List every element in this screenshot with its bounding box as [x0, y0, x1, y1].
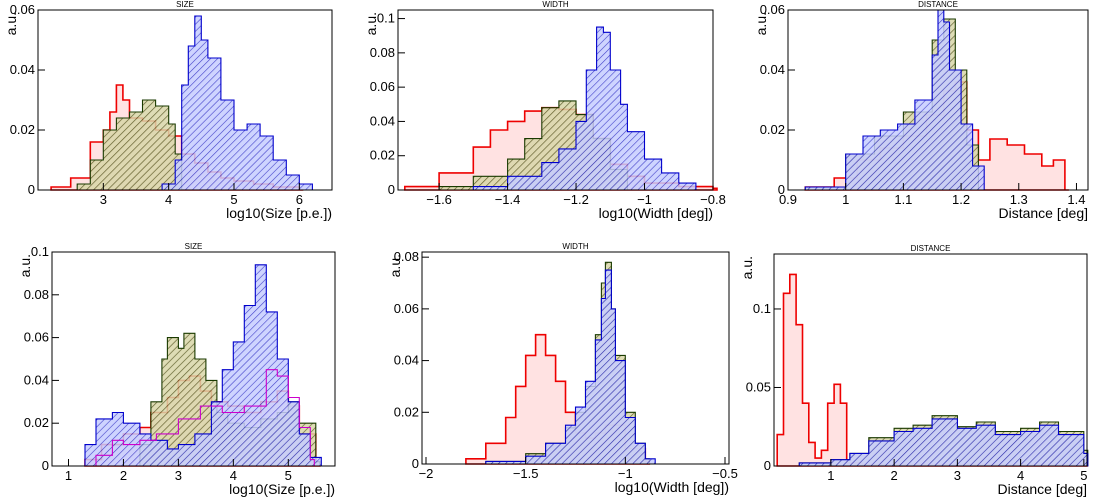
plot-frame	[397, 9, 714, 191]
x-tick-label: −1	[618, 466, 633, 481]
plot-frame	[787, 9, 1089, 191]
x-tick-label: 2	[120, 468, 127, 483]
chart-panel: 1 2 3 4 5 0 0.05 0.1 DISTANCE Distance [deg] a.u.	[739, 244, 1089, 497]
x-tick-label: −1.5	[513, 466, 539, 481]
x-axis-label: Distance [deg]	[999, 205, 1089, 221]
chart-panel: −1.6 −1.4 −1.2 −1 −0.8 0 0.02 0.04 0.06 0.08 0.1 WI…	[363, 0, 726, 221]
y-axis-label: a.u.	[387, 254, 403, 277]
x-axis-label: log10(Size [p.e.])	[229, 481, 335, 497]
y-tick-label: 0.06	[394, 301, 419, 316]
x-tick-label: 4	[165, 192, 172, 207]
y-tick-label: 0	[28, 182, 35, 197]
y-tick-label: 0	[778, 182, 785, 197]
y-tick-label: 0.02	[370, 148, 395, 163]
y-tick-label: 0.06	[760, 2, 785, 17]
chart-title: WIDTH	[542, 0, 568, 9]
y-axis-label: a.u.	[17, 254, 33, 277]
x-tick-label: 3	[100, 192, 107, 207]
histogram-series-3	[161, 15, 317, 191]
x-tick-label: 4	[230, 468, 237, 483]
chart-panel: −2 −1.5 −1 −0.5 0 0.02 0.04 0.06 0.08 WIDTH log10(…	[387, 242, 738, 495]
chart-panel: 1 2 3 4 5 0 0.02 0.04 0.06 0.08 0.1 SIZE log10(Size …	[17, 242, 336, 497]
x-tick-label: −1.2	[563, 192, 589, 207]
y-tick-label: 0.06	[24, 330, 49, 345]
x-tick-label: −1.4	[495, 192, 521, 207]
histogram-series-2	[76, 99, 186, 191]
x-tick-label: 1	[65, 468, 72, 483]
y-tick-label: 0.02	[10, 122, 35, 137]
x-tick-label: 5	[285, 468, 292, 483]
plot-frame	[421, 251, 730, 465]
y-tick-label: 0.04	[370, 113, 395, 128]
y-axis-label: a.u.	[363, 12, 379, 35]
y-tick-label: 0.04	[24, 372, 49, 387]
y-tick-label: 0.04	[394, 353, 419, 368]
chart-title: DISTANCE	[911, 244, 951, 253]
y-tick-label: 0.08	[24, 287, 49, 302]
x-tick-label: 5	[1080, 468, 1087, 483]
x-tick-label: 1.3	[1010, 192, 1028, 207]
x-tick-label: 1.4	[1067, 192, 1085, 207]
y-tick-label: 0.1	[377, 11, 395, 26]
histogram-series-3	[485, 269, 660, 465]
x-tick-label: 1.2	[952, 192, 970, 207]
y-tick-label: 0.02	[760, 122, 785, 137]
x-axis-label: log10(Width [deg])	[615, 479, 729, 495]
y-tick-label: 0.06	[10, 2, 35, 17]
x-axis-label: log10(Width [deg])	[599, 205, 713, 221]
x-tick-label: −0.8	[700, 192, 726, 207]
y-axis-label: a.u.	[753, 12, 769, 35]
y-axis-label: a.u.	[3, 12, 19, 35]
y-tick-label: 0.06	[370, 79, 395, 94]
x-tick-label: 0.9	[779, 192, 797, 207]
y-tick-label: 0	[42, 458, 49, 473]
y-tick-label: 0	[388, 182, 395, 197]
y-tick-label: 0.02	[24, 415, 49, 430]
x-tick-label: 4	[1017, 468, 1024, 483]
chart-title: SIZE	[185, 242, 203, 251]
x-axis-label: log10(Size [p.e.])	[226, 205, 332, 221]
histogram-series-3	[804, 9, 989, 191]
x-tick-label: 6	[296, 192, 303, 207]
y-tick-label: 0.1	[31, 244, 49, 259]
chart-panel: 0.9 1 1.1 1.2 1.3 1.4 0 0.02 0.04 0.06 DISTANCE Dis…	[753, 0, 1089, 221]
y-tick-label: 0	[412, 456, 419, 471]
y-tick-label: 0.1	[753, 301, 771, 316]
x-tick-label: −2	[419, 466, 434, 481]
y-tick-label: 0.05	[746, 379, 771, 394]
x-tick-label: −1.6	[426, 192, 452, 207]
histogram-series-4	[95, 369, 315, 467]
x-tick-label: 1.1	[894, 192, 912, 207]
x-tick-label: 1	[827, 468, 834, 483]
chart-title: WIDTH	[562, 242, 588, 251]
y-axis-label: a.u.	[739, 256, 755, 279]
chart-title: SIZE	[176, 0, 194, 9]
plot-frame	[51, 251, 336, 467]
chart-title: DISTANCE	[918, 0, 958, 9]
histogram-series-3	[798, 418, 1089, 467]
x-tick-label: 5	[230, 192, 237, 207]
chart-panel: 3 4 5 6 0 0.02 0.04 0.06 SIZE log10(Size [p.e.]) a…	[3, 0, 333, 221]
y-tick-label: 0	[764, 458, 771, 473]
y-tick-label: 0.08	[370, 45, 395, 60]
x-tick-label: 2	[891, 468, 898, 483]
y-tick-label: 0.08	[394, 249, 419, 264]
x-tick-label: 3	[954, 468, 961, 483]
x-tick-label: 3	[175, 468, 182, 483]
histogram-series-3	[472, 26, 700, 191]
x-axis-label: Distance [deg]	[998, 481, 1088, 497]
plot-frame	[37, 9, 333, 191]
x-tick-label: −0.5	[712, 466, 738, 481]
x-tick-label: −1	[637, 192, 652, 207]
y-tick-label: 0.02	[394, 404, 419, 419]
y-tick-label: 0.04	[10, 62, 35, 77]
x-tick-label: 1	[842, 192, 849, 207]
y-tick-label: 0.04	[760, 62, 785, 77]
plot-frame	[773, 253, 1088, 467]
